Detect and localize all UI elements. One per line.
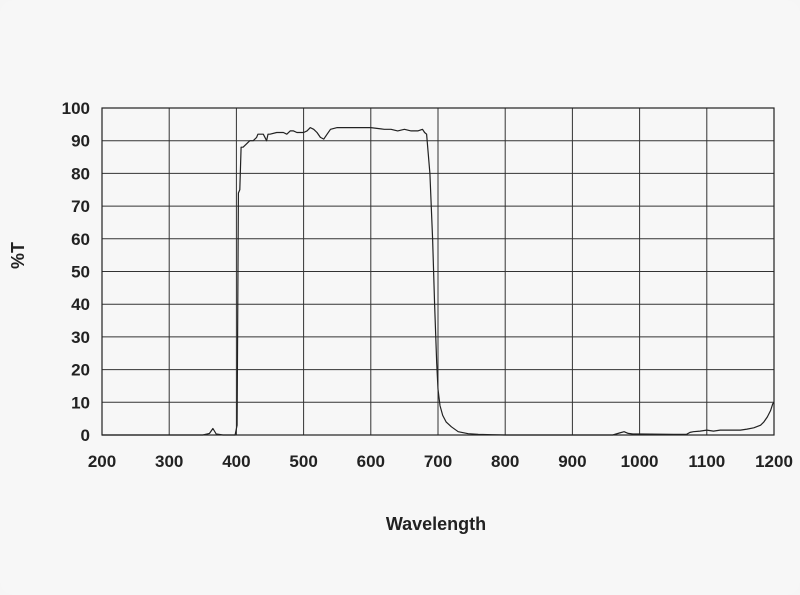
y-tick-label: 70 [71, 197, 90, 216]
x-tick-label: 900 [558, 452, 586, 471]
y-tick-label: 100 [62, 99, 90, 118]
x-tick-label: 700 [424, 452, 452, 471]
x-tick-label: 200 [88, 452, 116, 471]
series-line-transmission [102, 127, 775, 436]
y-tick-label: 20 [71, 361, 90, 380]
y-tick-label: 10 [71, 393, 90, 412]
x-axis-title: Wavelength [386, 514, 486, 534]
x-tick-label: 400 [222, 452, 250, 471]
y-tick-label: 40 [71, 295, 90, 314]
x-tick-label: 1000 [621, 452, 659, 471]
y-tick-label: 0 [81, 426, 90, 445]
plot-frame [101, 107, 775, 436]
y-tick-label: 90 [71, 132, 90, 151]
x-tick-label: 600 [357, 452, 385, 471]
y-tick-label: 50 [71, 263, 90, 282]
x-tick-label: 300 [155, 452, 183, 471]
y-tick-labels: 0 10 20 30 40 50 60 70 80 90 100 [62, 99, 90, 445]
x-tick-label: 800 [491, 452, 519, 471]
y-tick-label: 60 [71, 230, 90, 249]
y-axis-title: %T [8, 242, 28, 269]
y-tick-label: 80 [71, 164, 90, 183]
x-tick-label: 1100 [688, 452, 725, 471]
x-tick-label: 1200 [755, 452, 793, 471]
x-tick-labels: 200 300 400 500 600 700 800 900 1000 1100 1200 [88, 452, 793, 471]
x-tick-label: 500 [289, 452, 317, 471]
y-tick-label: 30 [71, 328, 90, 347]
